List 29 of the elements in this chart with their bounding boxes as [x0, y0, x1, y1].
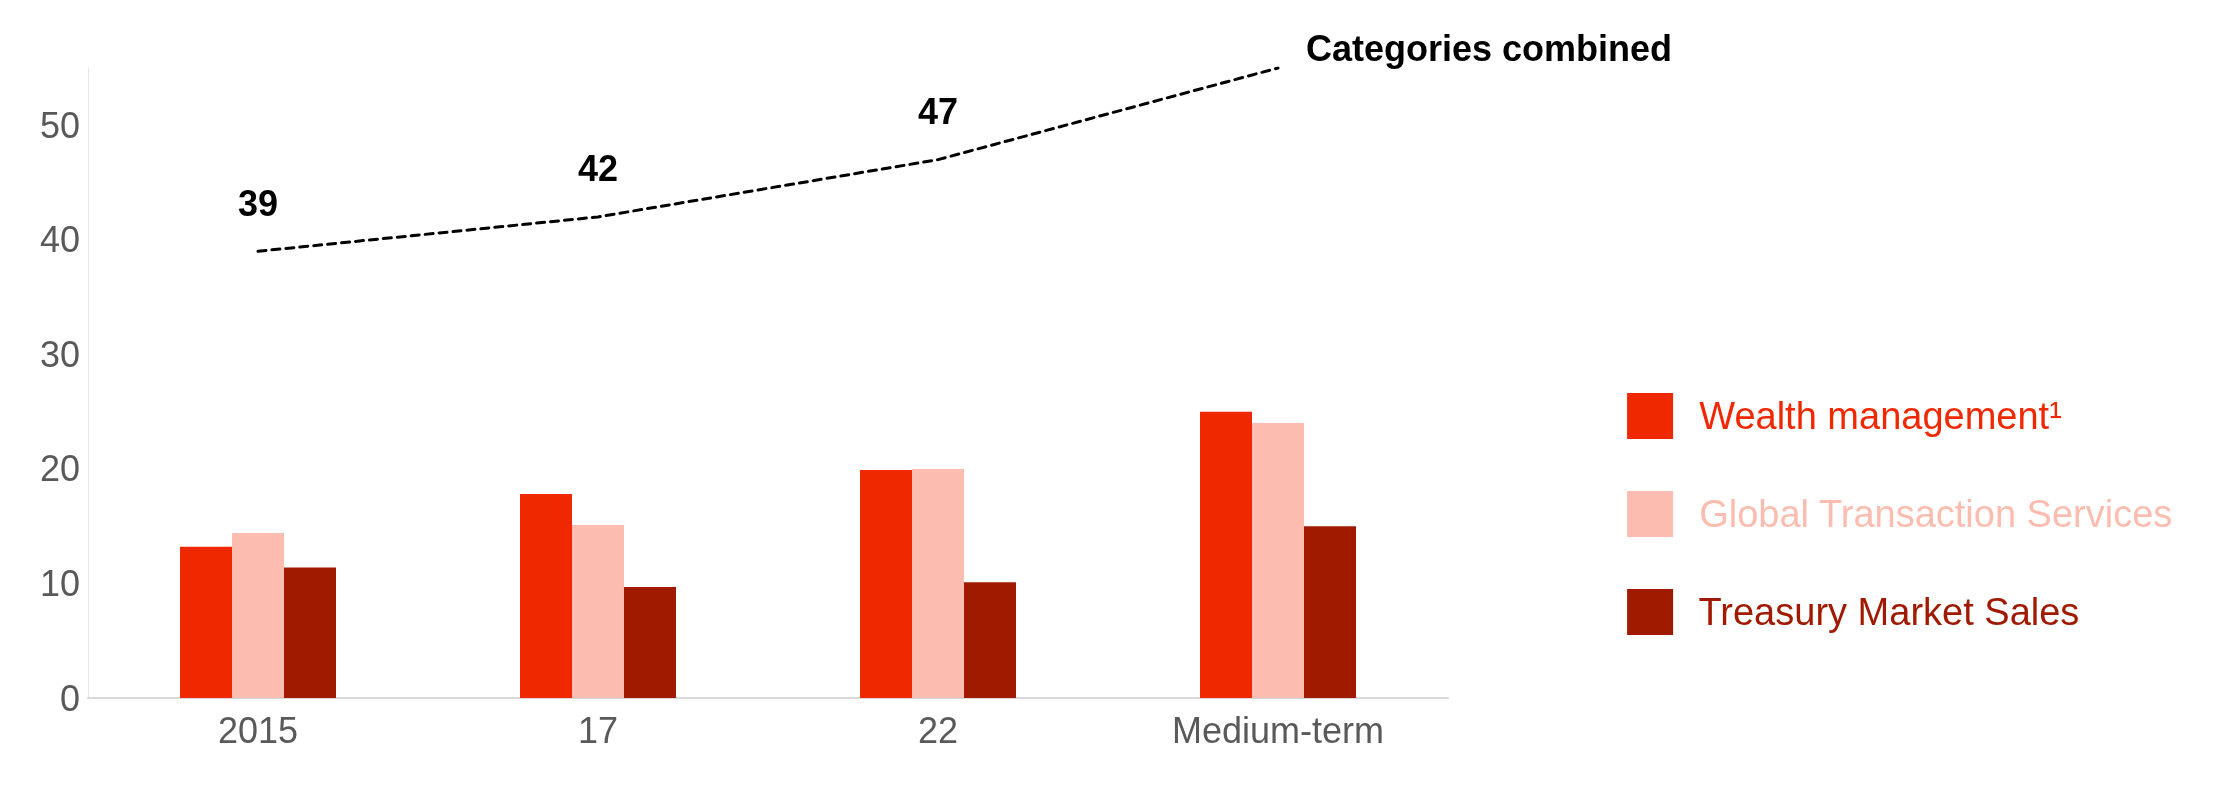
y-tick-label: 30: [39, 333, 80, 375]
data-label: 42: [577, 148, 619, 190]
x-tick-label: 22: [917, 709, 959, 751]
bar: [860, 470, 912, 698]
bar: [1200, 411, 1252, 698]
bar: [1304, 526, 1356, 698]
series-label: Categories combined: [1306, 27, 1673, 69]
bar: [1252, 423, 1304, 698]
legend-label: Treasury Market Sales: [1678, 591, 2080, 633]
x-tick-label: Medium-term: [1171, 709, 1385, 751]
x-tick-label: 2015: [217, 709, 299, 751]
bar: [912, 468, 964, 698]
data-label: 47: [917, 91, 959, 133]
bar: [572, 525, 624, 698]
y-tick-label: 40: [39, 219, 80, 261]
bar: [180, 546, 232, 698]
bar: [624, 586, 676, 698]
bar: [964, 582, 1016, 698]
legend-label: Wealth management¹: [1678, 395, 2062, 437]
bar: [232, 533, 284, 698]
y-tick-label: 50: [39, 104, 80, 146]
bar: [520, 494, 572, 698]
y-tick-label: 0: [59, 677, 80, 719]
data-label: 39: [237, 182, 279, 224]
legend-label: Global Transaction Services: [1678, 493, 2173, 535]
y-tick-label: 20: [39, 448, 80, 490]
x-tick-label: 17: [577, 709, 619, 751]
bar: [284, 567, 336, 698]
y-tick-label: 10: [39, 562, 80, 604]
